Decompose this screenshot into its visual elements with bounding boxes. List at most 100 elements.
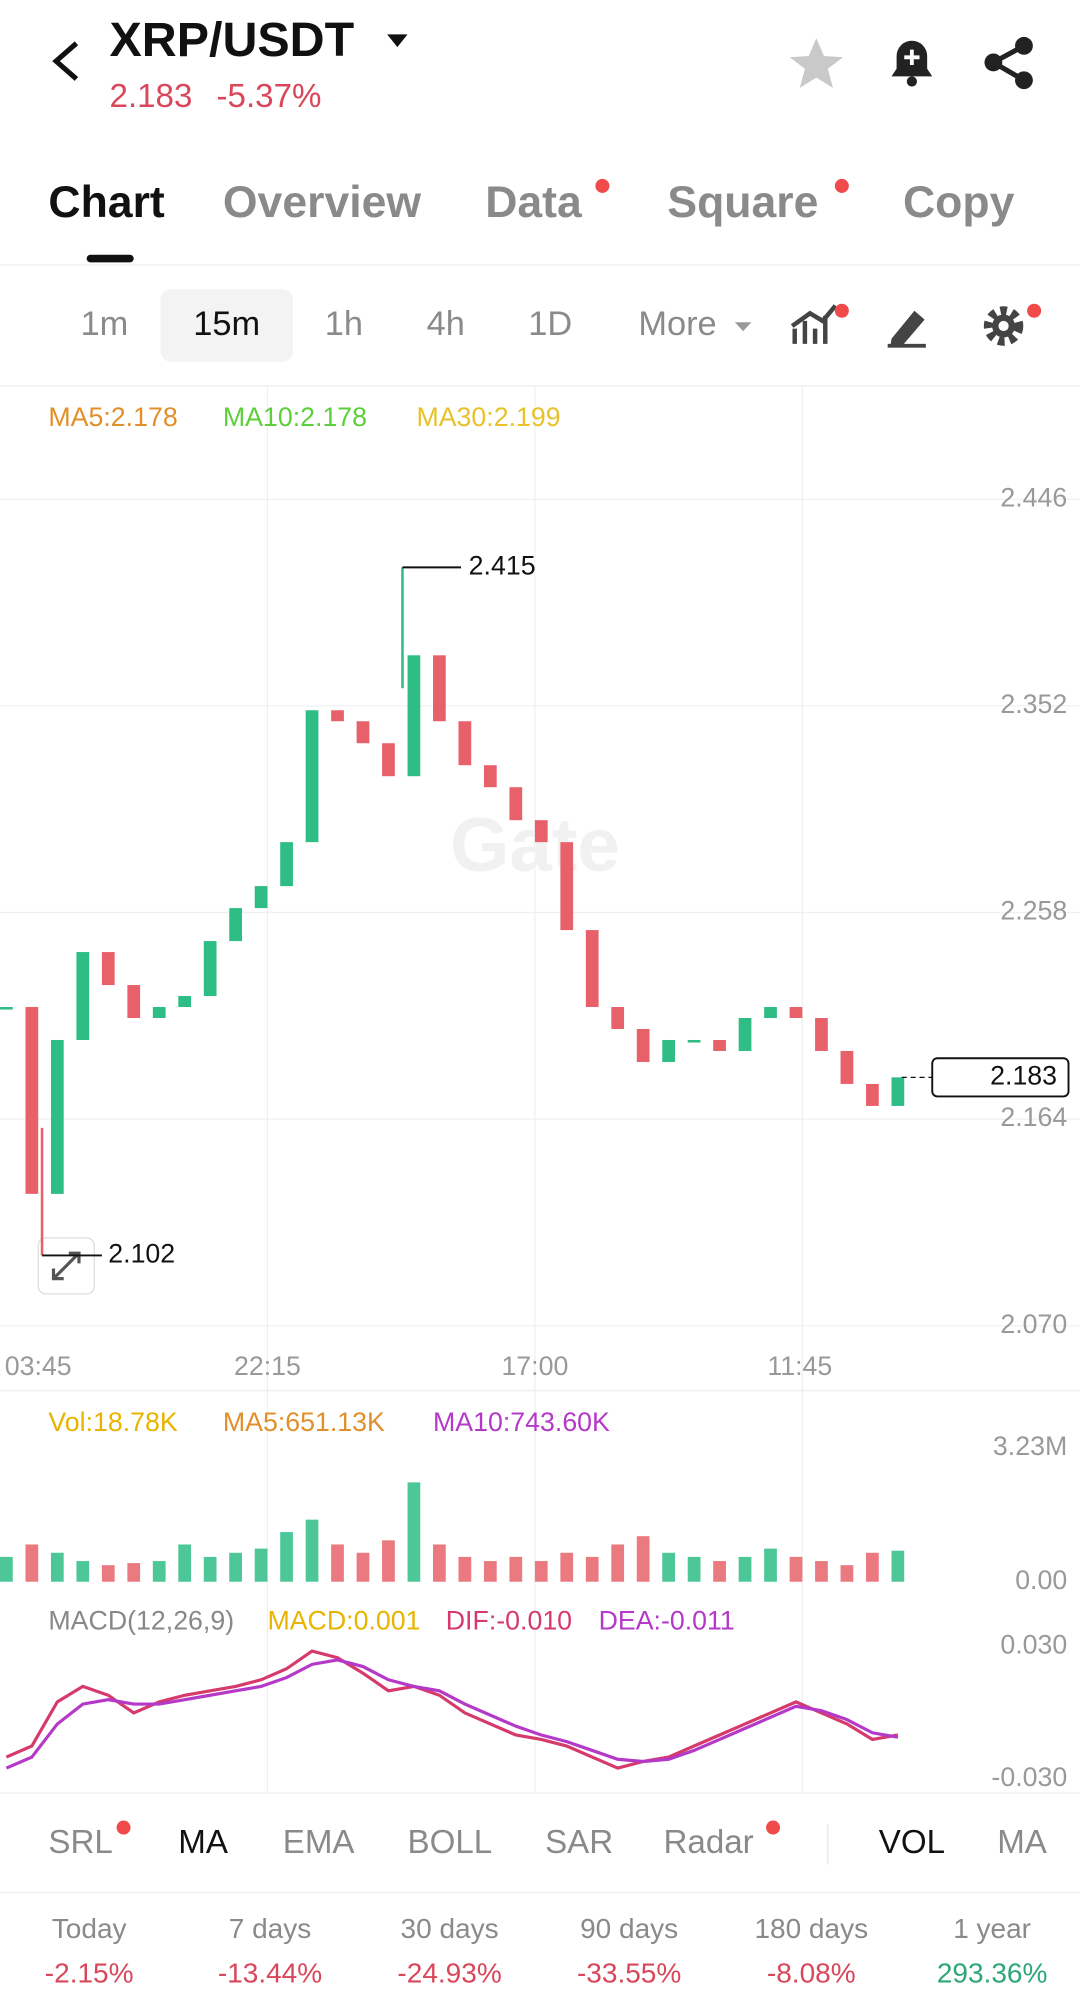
candle <box>382 743 395 777</box>
x-tick-label: 22:15 <box>234 1351 301 1381</box>
volume-bar <box>280 1532 293 1582</box>
interval[interactable]: More <box>638 305 716 343</box>
badge-dot <box>834 303 849 318</box>
interval[interactable]: 1D <box>528 305 572 343</box>
x-tick-label: 17:00 <box>501 1351 568 1381</box>
volume-bar <box>764 1548 777 1582</box>
candle <box>76 952 90 1040</box>
volume-bar <box>534 1561 548 1582</box>
indicator[interactable]: SAR <box>545 1824 613 1861</box>
interval[interactable]: 1m <box>81 305 129 343</box>
draw-icon[interactable] <box>887 310 926 348</box>
more-caret <box>734 322 752 332</box>
watermark: Gate <box>450 803 620 888</box>
ma-legend: MA30:2.199 <box>416 402 560 432</box>
volume-bar <box>713 1561 726 1582</box>
volume-bar <box>407 1482 421 1582</box>
volume-bar <box>0 1556 13 1582</box>
period-change: -13.44% <box>218 1958 322 1989</box>
candle <box>0 1007 13 1010</box>
indicator-icon[interactable] <box>790 304 838 344</box>
candle <box>229 908 242 942</box>
period-label: 90 days <box>580 1913 678 1944</box>
tab-underline <box>86 254 134 263</box>
volume-bar <box>509 1556 523 1582</box>
volume-bar <box>305 1519 319 1582</box>
volume-bar <box>483 1561 497 1582</box>
y-tick-label: 2.070 <box>1000 1309 1067 1339</box>
settings-icon[interactable] <box>983 306 1024 346</box>
volume-bar <box>789 1556 803 1582</box>
pair-title: XRP/USDT <box>110 13 355 67</box>
badge-dot <box>1027 303 1042 318</box>
candle <box>25 1007 39 1194</box>
volume-bar <box>331 1544 344 1582</box>
volume-bar <box>382 1540 395 1582</box>
volume-bar <box>152 1561 166 1582</box>
pair-dropdown[interactable] <box>387 34 408 48</box>
candle <box>305 710 319 843</box>
candle <box>407 655 421 777</box>
volume-bar <box>76 1561 90 1582</box>
tab[interactable]: Overview <box>223 178 422 227</box>
indicator[interactable]: VOL <box>879 1824 945 1861</box>
vol-legend: MA10:743.60K <box>433 1407 610 1437</box>
indicator[interactable]: SRL <box>48 1824 112 1861</box>
volume-bar <box>891 1550 905 1582</box>
macd-tick-label: 0.030 <box>1000 1630 1067 1660</box>
macd-legend: DEA:-0.011 <box>599 1606 735 1636</box>
indicator[interactable]: EMA <box>283 1824 356 1861</box>
period-label: 30 days <box>401 1913 499 1944</box>
tab[interactable]: Chart <box>48 178 165 227</box>
indicator[interactable]: BOLL <box>408 1824 493 1861</box>
favorite-icon[interactable] <box>789 38 844 88</box>
indicator[interactable]: Radar <box>664 1824 754 1861</box>
volume-bar <box>738 1556 752 1582</box>
macd-line <box>5 1658 899 1770</box>
vol-tick-label: 3.23M <box>993 1431 1067 1461</box>
tab[interactable]: Copy <box>903 178 1015 227</box>
ma-legend: MA10:2.178 <box>223 402 367 432</box>
candle <box>178 996 192 1008</box>
last-price: 2.183 <box>110 78 193 115</box>
badge-dot <box>766 1820 781 1835</box>
candle <box>534 820 548 843</box>
share-icon[interactable] <box>984 36 1033 90</box>
tab[interactable]: Square <box>667 178 818 227</box>
candle <box>560 842 574 931</box>
candle <box>101 952 115 986</box>
volume-bar <box>636 1536 650 1582</box>
interval[interactable]: 4h <box>427 305 465 343</box>
volume-bar <box>611 1544 625 1582</box>
candle <box>866 1083 879 1106</box>
last-price-box <box>931 1057 1070 1098</box>
tab[interactable]: Data <box>485 178 583 227</box>
alert-icon[interactable] <box>891 40 933 87</box>
back-button[interactable] <box>52 41 79 81</box>
interval[interactable]: 15m <box>193 305 260 343</box>
indicator[interactable]: MA <box>178 1824 229 1861</box>
candle <box>280 842 293 887</box>
period-change: -2.15% <box>45 1958 134 1989</box>
macd-legend: MACD(12,26,9) <box>48 1606 234 1636</box>
indicator[interactable]: MA <box>997 1824 1048 1861</box>
period-label: 180 days <box>754 1913 868 1944</box>
candle <box>687 1039 701 1043</box>
candle <box>509 787 523 821</box>
vol-legend: Vol:18.78K <box>48 1407 177 1437</box>
expand-icon[interactable] <box>37 1237 95 1295</box>
volume-bar <box>662 1552 675 1582</box>
candle <box>356 721 370 744</box>
volume-bar <box>178 1544 192 1582</box>
period-label: 1 year <box>953 1913 1031 1944</box>
candle <box>127 985 141 1019</box>
y-tick-label: 2.446 <box>1000 482 1067 512</box>
candle <box>611 1007 625 1029</box>
volume-bar <box>50 1552 64 1582</box>
period-change: 293.36% <box>937 1958 1048 1989</box>
candle <box>483 765 497 788</box>
interval[interactable]: 1h <box>325 305 363 343</box>
y-tick-label: 2.352 <box>1000 689 1067 719</box>
period-change: -8.08% <box>767 1958 856 1989</box>
